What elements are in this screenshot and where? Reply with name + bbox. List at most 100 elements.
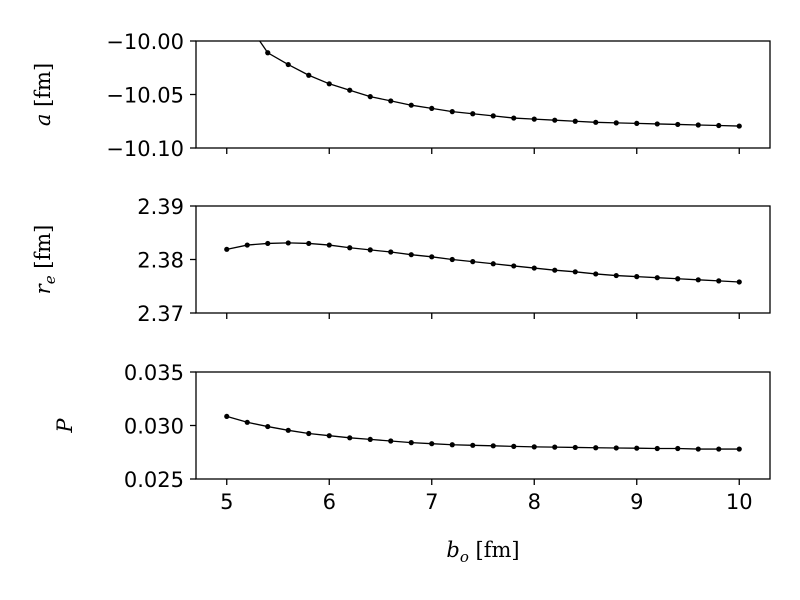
y-axis-label: P [53, 418, 77, 434]
series-line [258, 41, 740, 127]
x-tick-label: 7 [425, 490, 438, 514]
series-line [226, 242, 740, 283]
axes-frame [195, 40, 771, 149]
x-tick-label: 6 [323, 490, 336, 514]
data-point [736, 446, 742, 452]
data-point [552, 444, 558, 450]
data-point [572, 118, 578, 124]
data-point [244, 419, 250, 425]
data-point [224, 413, 230, 420]
y-tick-label: 0.025 [124, 468, 184, 492]
plot-area [224, 240, 742, 285]
data-point [490, 113, 496, 119]
x-tick-label: 5 [220, 490, 233, 514]
y-axis-label: a [fm] [31, 63, 55, 126]
data-point [429, 441, 435, 447]
y-tick-label: 0.030 [124, 415, 184, 439]
data-point [265, 240, 271, 247]
data-point [695, 446, 701, 452]
data-point [449, 442, 455, 448]
data-point [716, 122, 722, 129]
y-tick-label: 2.37 [137, 302, 184, 326]
data-point [634, 120, 640, 126]
panel-effective-range: 2.39 2.38 2.37 re [fm] [31, 195, 771, 326]
data-point [593, 119, 599, 125]
data-point [716, 278, 722, 284]
ticks [190, 371, 740, 485]
data-point [531, 265, 537, 271]
data-point [265, 50, 271, 56]
ytick-labels: 0.035 0.030 0.025 [124, 361, 184, 492]
data-point [593, 445, 599, 451]
y-axis-label: re [fm] [31, 225, 59, 295]
data-point [347, 435, 353, 441]
y-tick-label: 0.035 [124, 361, 184, 385]
data-point [367, 247, 373, 253]
data-point [572, 444, 578, 451]
data-point [326, 433, 332, 439]
data-point [695, 277, 701, 283]
y-tick-label: 2.38 [137, 249, 184, 273]
data-point [593, 271, 599, 277]
data-point [675, 445, 681, 452]
data-point [449, 256, 455, 263]
data-point [367, 94, 373, 100]
ticks [190, 205, 740, 319]
data-point [736, 123, 742, 129]
y-tick-label: 2.39 [137, 195, 184, 219]
data-point [429, 105, 435, 112]
data-point [408, 252, 414, 258]
data-point [306, 72, 312, 78]
data-point [490, 443, 496, 449]
data-point [572, 269, 578, 275]
plot-area [258, 41, 742, 129]
data-point [449, 109, 455, 115]
data-point [326, 81, 332, 87]
x-axis-label: bo [fm] [446, 538, 519, 566]
data-point [388, 249, 394, 255]
data-point [613, 445, 619, 451]
plot-area [224, 413, 742, 452]
data-point [408, 440, 414, 446]
data-point [470, 111, 476, 117]
data-point [511, 443, 517, 449]
series-points [224, 413, 742, 452]
data-point [634, 274, 640, 280]
xtick-labels: 5 6 7 8 9 10 [220, 490, 753, 514]
data-point [285, 427, 291, 433]
data-point [675, 276, 681, 282]
data-point [695, 122, 701, 128]
x-tick-label: 10 [726, 490, 753, 514]
data-point [675, 121, 681, 128]
axes-frame [195, 205, 771, 314]
data-point [367, 436, 373, 443]
data-point [326, 242, 332, 248]
axes-frame [195, 371, 771, 480]
ticks [190, 40, 740, 154]
data-point [408, 102, 414, 108]
data-point [511, 263, 517, 269]
data-point [490, 261, 496, 267]
data-point [285, 61, 291, 68]
data-point [470, 259, 476, 265]
data-point [613, 272, 619, 279]
x-tick-label: 8 [528, 490, 541, 514]
data-point [613, 120, 619, 126]
series-points [224, 240, 742, 285]
panel-probability: 0.035 0.030 0.025 P 5 6 7 8 9 10 [53, 361, 771, 514]
data-point [347, 87, 353, 93]
data-point [306, 240, 312, 247]
data-point [388, 98, 394, 104]
data-point [429, 254, 435, 260]
data-point [552, 267, 558, 273]
data-point [224, 246, 230, 252]
data-point [634, 445, 640, 451]
series-points [265, 50, 742, 129]
ytick-labels: 2.39 2.38 2.37 [137, 195, 184, 326]
y-tick-label: −10.00 [106, 30, 184, 54]
data-point [654, 121, 660, 127]
series-line [226, 415, 740, 450]
data-point [736, 279, 742, 285]
data-point [306, 430, 312, 437]
